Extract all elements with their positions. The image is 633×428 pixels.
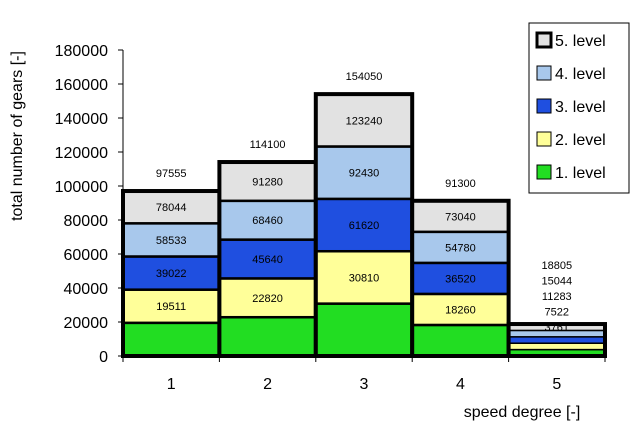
bar-segment bbox=[218, 199, 318, 241]
data-label: 18260 bbox=[445, 304, 476, 316]
y-tick-label: 0 bbox=[99, 349, 108, 366]
bar-segment bbox=[314, 145, 414, 201]
y-tick-label: 120000 bbox=[55, 145, 108, 162]
y-tick-label: 40000 bbox=[64, 281, 109, 298]
bar-segment bbox=[314, 302, 414, 358]
total-label: 91300 bbox=[445, 178, 476, 190]
legend-swatch bbox=[536, 98, 552, 114]
total-labels: 97555 114100 154050 91300 bbox=[156, 71, 476, 190]
bar-segment bbox=[410, 261, 510, 296]
bar-segment bbox=[121, 321, 221, 358]
data-label: 54780 bbox=[445, 242, 476, 254]
legend-swatch bbox=[535, 31, 553, 49]
data-label: 61620 bbox=[349, 220, 380, 232]
bar-segment bbox=[218, 315, 318, 358]
bar-segment bbox=[507, 342, 606, 351]
y-tick-label: 160000 bbox=[55, 77, 108, 94]
data-label: 78044 bbox=[156, 202, 187, 214]
data-label: 39022 bbox=[156, 268, 187, 280]
legend-label: 5. level bbox=[555, 33, 606, 50]
bar-segment bbox=[314, 92, 414, 148]
y-axis-title: total number of gears [-] bbox=[9, 51, 26, 221]
legend: 5. level 4. level 3. level 2. level 1. level bbox=[528, 22, 630, 194]
bar-segment bbox=[410, 323, 510, 358]
data-label: 15044 bbox=[542, 276, 573, 288]
legend-label: 3. level bbox=[555, 99, 606, 116]
x-axis-title: speed degree [-] bbox=[464, 404, 581, 421]
data-label: 92430 bbox=[349, 168, 380, 180]
data-label: 30810 bbox=[349, 272, 380, 284]
legend-label: 1. level bbox=[555, 165, 606, 182]
bar-segment bbox=[410, 230, 510, 265]
x-tick-label: 2 bbox=[263, 376, 272, 393]
data-label: 7522 bbox=[545, 307, 569, 319]
total-label: 154050 bbox=[346, 71, 383, 83]
x-tick-label: 1 bbox=[167, 376, 176, 393]
legend-swatch bbox=[536, 164, 552, 180]
bar-segment bbox=[507, 336, 606, 344]
data-label: 58533 bbox=[156, 235, 187, 247]
data-label: 3761 bbox=[545, 322, 569, 334]
data-label: 22820 bbox=[252, 293, 283, 305]
data-label: 18805 bbox=[542, 260, 573, 272]
data-label: 19511 bbox=[156, 301, 186, 313]
data-label: 11283 bbox=[542, 291, 572, 303]
data-label: 36520 bbox=[445, 273, 476, 285]
y-tick-label: 140000 bbox=[55, 111, 108, 128]
legend-swatch bbox=[536, 65, 552, 81]
x-tick-label: 5 bbox=[552, 376, 561, 393]
data-label: 45640 bbox=[252, 254, 283, 266]
legend-swatch bbox=[536, 131, 552, 147]
y-tick-label: 100000 bbox=[55, 179, 108, 196]
data-label: 73040 bbox=[445, 211, 476, 223]
x-tick-label: 4 bbox=[456, 376, 465, 393]
legend-label: 2. level bbox=[555, 132, 606, 149]
data-label: 68460 bbox=[252, 215, 283, 227]
y-tick-label: 180000 bbox=[55, 43, 108, 60]
x-tick-label: 3 bbox=[360, 376, 369, 393]
data-label: 91280 bbox=[252, 176, 283, 188]
axes: 0 20000 40000 60000 80000 100000 120000 140000 1… bbox=[55, 43, 606, 393]
y-tick-label: 20000 bbox=[64, 315, 109, 332]
y-tick-label: 80000 bbox=[64, 213, 109, 230]
legend-label: 4. level bbox=[555, 66, 606, 83]
data-label: 123240 bbox=[346, 115, 383, 127]
segment-labels: 19511 39022 58533 78044 22820 45640 68460 91280… bbox=[156, 115, 572, 334]
y-tick-label: 60000 bbox=[64, 247, 109, 264]
total-label: 97555 bbox=[156, 168, 187, 180]
bar-segment bbox=[121, 288, 221, 325]
total-label: 114100 bbox=[250, 139, 286, 151]
